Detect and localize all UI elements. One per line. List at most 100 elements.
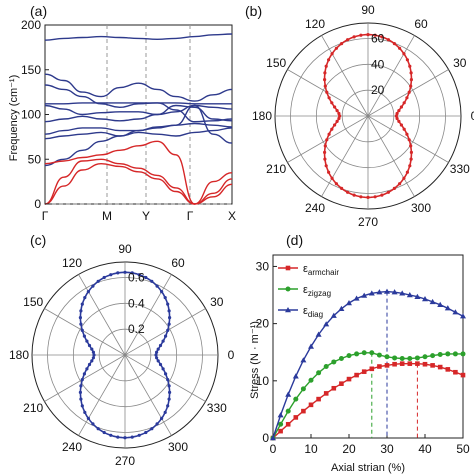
panel-c-point [168,390,172,394]
panel-b-angle-label: 300 [411,201,431,215]
panel-c-point [87,343,92,348]
panel-b-point [402,176,406,180]
panel-a-ytick-label: 200 [21,18,41,32]
panel-d-marker-zigzag [376,352,382,358]
panel-c-angle-label: 240 [62,440,82,454]
panel-b-point [409,78,413,82]
panel-b-point [395,111,399,116]
panel-b-point [330,127,334,131]
panel-b-point [335,109,339,113]
panel-c-point [91,356,95,360]
panel-d-marker-zigzag [354,351,360,357]
panel-b-point [405,96,409,100]
panel-c-point [85,367,89,371]
panel-d-legend-label-diag: εdiag [303,305,323,319]
panel-b-point [405,132,409,136]
panel-b-point [333,105,337,109]
panel-d-marker-diag [300,357,307,363]
panel-b-point [338,114,342,118]
panel-d-marker-diag [308,343,314,349]
panel-c-angle-label: 180 [9,348,29,362]
legend-symbol: ε [303,284,308,296]
panel-c-radial-label: 0.6 [128,271,145,285]
panel-c-point [79,322,83,326]
panel-d-marker-armchair [346,376,352,382]
panel-c-angle-label: 330 [207,401,227,415]
panel-c-angle-label: 270 [115,454,135,468]
panel-a-acoustic-band [44,140,233,205]
panel-c-point [161,367,165,371]
panel-c-point [160,416,164,420]
panel-c-point [154,353,158,357]
panel-c-point [86,416,90,420]
panel-b-point [409,157,413,161]
panel-d-marker-diag [353,295,360,301]
panel-d-marker-armchair [331,385,337,391]
panel-d-marker-armchair [392,361,397,367]
panel-c-angle-label: 210 [23,401,43,415]
panel-c-angle-label: 300 [168,440,188,454]
panel-c-point [155,356,159,360]
panel-c-point [91,284,95,288]
panel-b-point [323,84,327,88]
panel-b-label: (b) [245,3,262,19]
panel-b-point [346,38,350,42]
panel-d-marker-diag [277,412,284,418]
panel-a-ytick-label: 100 [21,108,41,122]
panel-d-marker-diag [346,300,352,306]
panel-d-ytick-label: 10 [256,374,270,388]
panel-c-angle-label: 0 [228,348,235,362]
panel-b-point [409,84,413,88]
panel-a-label: (a) [30,3,47,19]
panel-c-spoke [44,354,126,402]
panel-b-angle-label: 60 [414,17,428,31]
panel-c-angle-label: 120 [62,256,82,270]
panel-d-xtick-label: 50 [456,442,470,456]
panel-b-point [334,182,338,186]
panel-d-xtick-label: 20 [342,442,356,456]
panel-a-optical-band [44,33,233,41]
panel-b-point [397,119,401,123]
panel-b-point [334,46,338,50]
panel-b-point [407,90,411,94]
panel-d-marker-zigzag [452,351,458,357]
panel-b-point [359,33,363,37]
panel-b-point [407,138,411,142]
panel-d-marker-armchair [407,361,413,366]
panel-c-point [90,359,94,363]
panel-b-point [386,190,390,194]
panel-c-point [155,350,159,354]
panel-b-point [366,195,370,199]
panel-c-spoke [44,308,126,356]
panel-c-spoke [124,308,206,356]
panel-d-marker-zigzag [407,356,413,362]
panel-b-polar-plot: (b) 0 30 60 90 120 150 180 210 240 270 300 330 20 40 6… [245,3,474,229]
panel-b-point [327,170,331,174]
panel-b-point [337,111,341,116]
legend-symbol: ε [303,263,308,275]
panel-b-point [333,123,337,127]
panel-d-xlabel: Axial strian (%) [331,462,405,474]
panel-b-radial-label: 60 [371,32,385,46]
panel-c-point [116,435,120,439]
panel-c-point [155,284,159,288]
panel-a-optical-band [44,102,232,105]
panel-d-marker-armchair [415,361,420,366]
panel-d-label: (d) [286,232,303,248]
panel-d-marker-armchair [285,421,291,427]
panel-b-radial-label: 40 [371,57,385,71]
panel-b-point [399,105,403,109]
panel-d-marker-zigzag [422,354,428,360]
panel-b-point [386,38,390,42]
legend-subscript: diag [308,310,323,319]
panel-a-optical-band [44,104,233,167]
panel-b-point [325,138,329,142]
panel-c-point [92,353,96,357]
panel-b-point [409,144,413,148]
panel-d-marker-armchair [430,363,435,368]
panel-c-point [87,362,92,367]
panel-d-ytick-label: 0 [262,431,269,445]
panel-c-point [109,433,113,437]
panel-d-marker-zigzag [285,408,291,414]
panel-b-point [380,193,384,197]
